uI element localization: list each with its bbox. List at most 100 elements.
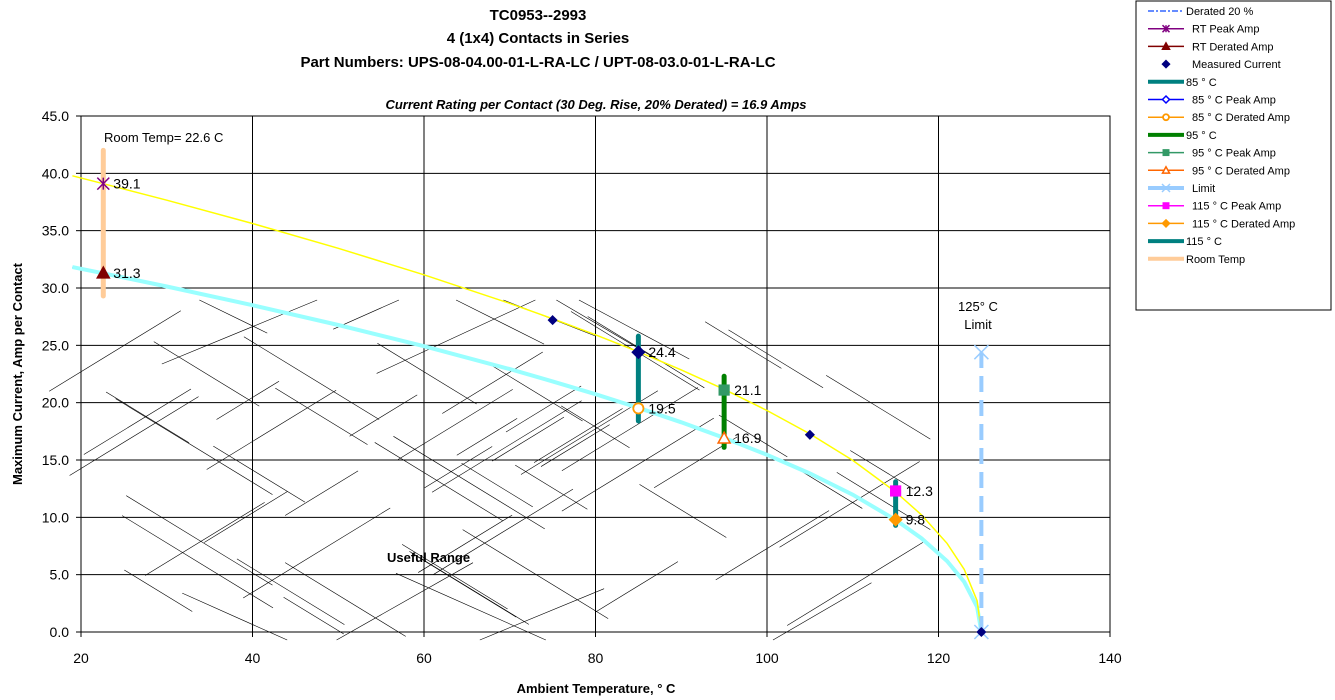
hatch-stroke [533, 408, 623, 463]
legend-label: Derated 20 % [1186, 6, 1253, 18]
legend-entry: 115 ° C Derated Amp [1148, 218, 1295, 230]
legend-label: 85 ° C [1186, 77, 1217, 89]
marker-measured-current [547, 315, 558, 326]
marker-115-c-derated-amp [888, 512, 903, 527]
hatch-stroke [349, 394, 418, 437]
hatch-stroke [850, 450, 914, 490]
hatch-stroke [779, 461, 920, 548]
legend-marker [1161, 165, 1171, 174]
legend-marker [1162, 113, 1170, 122]
hatch-stroke [401, 544, 508, 610]
legend-marker [1161, 218, 1171, 228]
hatch-stroke [456, 418, 518, 456]
legend-marker-stroke [1161, 183, 1171, 193]
legend-marker [1161, 41, 1171, 50]
legend-entry: RT Derated Amp [1148, 41, 1274, 53]
hatch-stroke [283, 596, 344, 635]
hatch-stroke [236, 558, 345, 625]
legend-entry: Limit [1148, 183, 1215, 195]
hatch-stroke [424, 446, 493, 489]
data-label: 16.9 [734, 430, 761, 446]
hatch-stroke [409, 551, 530, 625]
peak-curve [72, 175, 983, 633]
marker-rt-derated-amp [96, 265, 111, 279]
legend-entry: 115 ° C [1148, 236, 1222, 248]
legend-label: Limit [1192, 183, 1215, 195]
hatch-stroke [153, 341, 260, 407]
legend-entry: 95 ° C [1148, 130, 1217, 142]
hatch-stroke [431, 400, 582, 493]
x-tick-label: 140 [1098, 650, 1122, 666]
legend-entry: Measured Current [1161, 59, 1281, 71]
chart-title-line-2: 4 (1x4) Contacts in Series [447, 30, 630, 47]
hatch-stroke [336, 562, 474, 641]
x-tick-label: 120 [927, 650, 951, 666]
legend-entry: 85 ° C Derated Amp [1148, 112, 1290, 124]
hatch-stroke [594, 561, 679, 613]
hatch-stroke [836, 472, 931, 530]
marker-measured-current [976, 626, 987, 638]
marker-115-c-peak-amp [890, 485, 902, 497]
legend-label: 115 ° C Peak Amp [1192, 201, 1281, 213]
y-tick-label: 35.0 [42, 223, 69, 239]
hatch-stroke [105, 391, 190, 444]
legend-label: 95 ° C Peak Amp [1192, 148, 1276, 160]
y-axis-label: Maximum Current, Amp per Contact [10, 262, 25, 485]
hatch-stroke [216, 380, 280, 420]
x-tick-label: 40 [245, 650, 261, 666]
derated-curve [72, 265, 984, 633]
useful-range-label: Useful Range [387, 550, 470, 565]
legend-marker [1162, 149, 1170, 157]
hatch-stroke [433, 488, 574, 575]
hatch-stroke [515, 464, 588, 510]
x-axis-label: Ambient Temperature, ° C [517, 681, 676, 696]
hatch-stroke [124, 569, 193, 612]
x-tick-label: 20 [73, 650, 89, 666]
hatch-stroke [121, 515, 274, 609]
data-label: 24.4 [648, 344, 675, 360]
legend-entry: Room Temp [1148, 254, 1245, 266]
y-tick-label: 20.0 [42, 395, 69, 411]
legend-marker [1161, 59, 1171, 69]
hatch-stroke [206, 390, 337, 470]
legend-entry: Derated 20 % [1148, 6, 1253, 18]
data-label: 19.5 [648, 400, 675, 416]
hatch-stroke [786, 542, 924, 626]
legend-label: 85 ° C Peak Amp [1192, 95, 1276, 107]
y-tick-label: 0.0 [50, 624, 70, 640]
hatch-stroke [161, 299, 318, 365]
marker-rt-peak-amp [96, 177, 110, 191]
room-temp-annotation: Room Temp= 22.6 C [104, 130, 223, 145]
data-marks [96, 147, 989, 640]
hatch-stroke [376, 299, 536, 374]
hatch-stroke [411, 552, 517, 618]
legend-label: RT Derated Amp [1192, 41, 1274, 53]
hatch-stroke [284, 470, 359, 516]
hatch-stroke [715, 510, 830, 581]
hatch-stroke [462, 529, 609, 619]
axis-ticks: 0.0 5.0 10.0 15.0 20.0 25.0 30.0 35.0 40.0 45.0 20… [42, 108, 1122, 666]
legend-label: 95 ° C Derated Amp [1192, 165, 1290, 177]
hatch-stroke [199, 299, 268, 334]
marker-85-c-peak-amp [631, 345, 646, 360]
legend-label: RT Peak Amp [1192, 24, 1259, 36]
marker-95-c-derated-amp [716, 430, 732, 444]
hatch-stroke [492, 416, 565, 462]
limit-top-marker-stroke [973, 344, 989, 360]
hatch-stroke [126, 495, 273, 586]
hatch-stroke [393, 436, 545, 530]
data-labels: 39.1 31.3 24.4 19.5 21.1 16.9 12.3 9.8 [113, 176, 933, 528]
hatch-stroke [455, 299, 545, 345]
hatch-stroke [578, 299, 690, 360]
curves [72, 175, 984, 633]
hatch-stroke [115, 398, 273, 495]
hatch-stroke [561, 417, 714, 512]
y-tick-label: 15.0 [42, 452, 69, 468]
legend-label: 85 ° C Derated Amp [1192, 112, 1290, 124]
hatch-stroke [213, 445, 306, 503]
limit-annotation-label: Limit [964, 317, 992, 332]
hatch-stroke [442, 351, 543, 414]
legend-marker [1162, 202, 1170, 210]
marker-measured-current [804, 429, 815, 440]
hatch-stroke [639, 484, 727, 538]
